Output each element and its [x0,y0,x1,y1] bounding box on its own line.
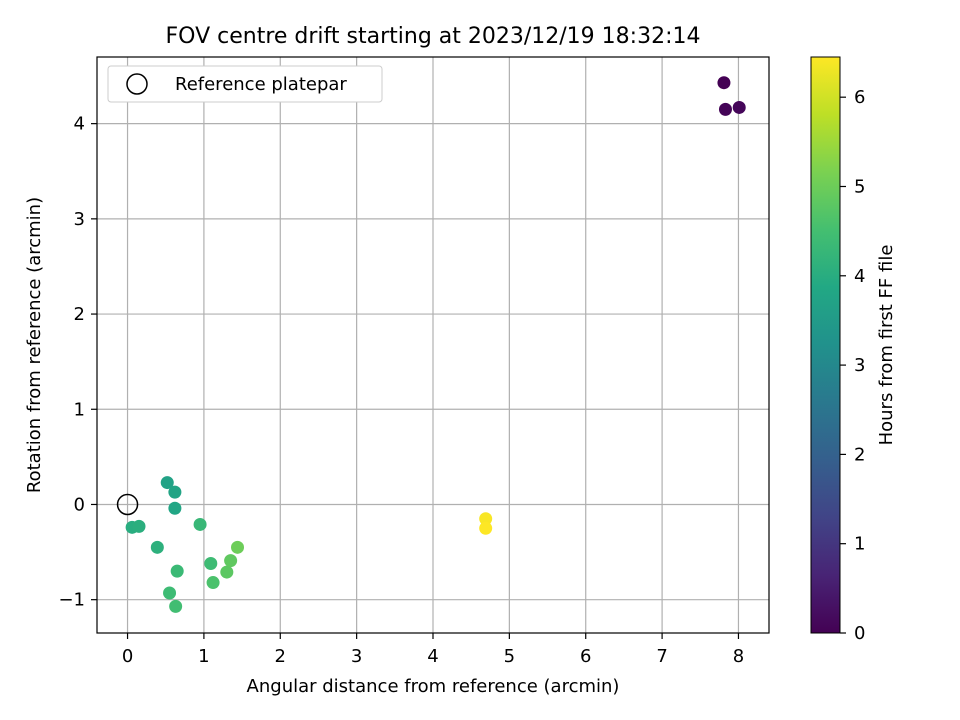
x-tick-label: 8 [733,646,744,667]
y-axis-label: Rotation from reference (arcmin) [24,197,45,493]
y-tick-label: 1 [74,399,85,420]
data-point [169,599,183,613]
legend-box [107,65,383,103]
data-point [479,521,493,535]
x-tick-label: 2 [275,646,286,667]
data-point [160,476,174,490]
colorbar-tick-label: 4 [854,266,865,287]
colorbar-gradient [810,56,841,634]
data-point [231,540,245,554]
data-points [116,76,746,613]
reference-point-marker [116,493,139,516]
data-point [204,556,218,570]
colorbar-tick-label: 3 [854,355,865,376]
data-point [163,586,177,600]
x-tick-label: 7 [656,646,667,667]
x-axis-ticks: 0 1 2 3 4 5 6 7 8 [122,633,744,667]
y-tick-label: 2 [74,304,85,325]
y-tick-label: 4 [74,114,85,135]
colorbar-tick-label: 5 [854,176,865,197]
x-axis-label: Angular distance from reference (arcmin) [247,676,620,697]
colorbar-tick-label: 0 [854,623,865,644]
data-point [224,554,238,568]
data-point [170,564,184,578]
data-point [479,512,493,526]
colorbar-ticks: 0 1 2 3 4 5 6 [840,87,865,644]
grid-lines [97,57,769,633]
x-tick-label: 1 [198,646,209,667]
data-point [132,519,146,533]
legend-entry-reference: Reference platepar [175,74,347,95]
colorbar-tick-label: 2 [854,444,865,465]
x-tick-label: 4 [427,646,438,667]
x-tick-label: 6 [580,646,591,667]
y-tick-label: 3 [74,209,85,230]
data-point [150,540,164,554]
colorbar-tick-label: 1 [854,534,865,555]
x-tick-label: 3 [351,646,362,667]
data-point [168,501,182,515]
data-point [206,576,220,590]
colorbar: 0 1 2 3 4 5 6 Hours from first FF file [810,56,897,644]
data-point [193,517,207,531]
colorbar-tick-label: 6 [854,87,865,108]
colorbar-label: Hours from first FF file [876,245,897,446]
chart-title: FOV centre drift starting at 2023/12/19 … [166,24,701,49]
y-axis-ticks: −1 0 1 2 3 4 [58,114,97,611]
legend: Reference platepar [107,65,383,103]
data-point [168,485,182,499]
legend-marker [126,73,148,95]
data-point [732,100,746,114]
data-point [718,102,732,116]
y-tick-label: 0 [74,494,85,515]
x-tick-label: 0 [122,646,133,667]
data-point [220,565,234,579]
y-tick-label: −1 [58,590,85,611]
x-tick-label: 5 [504,646,515,667]
data-point [717,76,731,90]
